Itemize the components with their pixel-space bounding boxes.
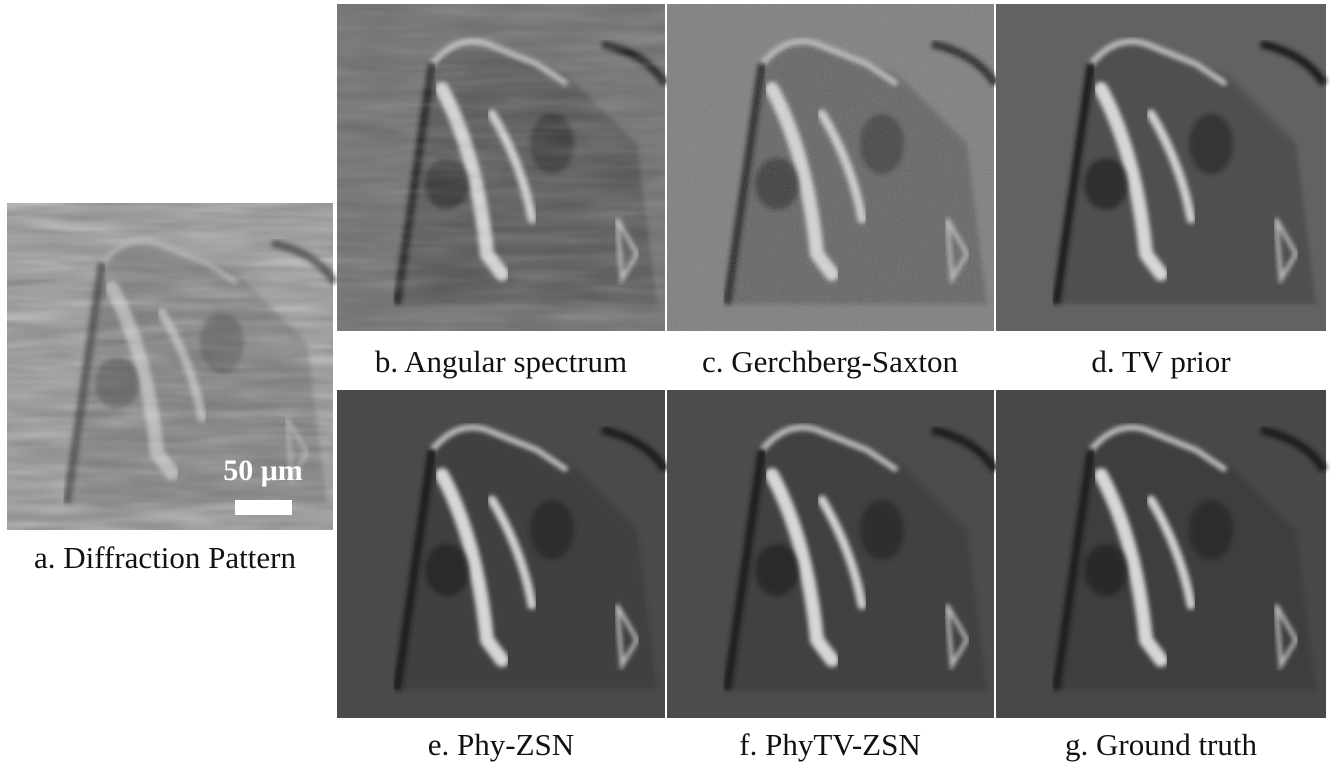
image-a: 50 μm [7, 203, 335, 530]
image-e [337, 390, 665, 718]
scale-bar [235, 500, 292, 515]
caption: e. Phy-ZSN [428, 727, 574, 762]
scale-label: 50 μm [223, 454, 303, 487]
image-c [667, 4, 995, 331]
caption: f. PhyTV-ZSN [739, 727, 920, 762]
image-b [337, 4, 665, 331]
image-d [996, 4, 1326, 331]
figure: 50 μm a. Diffraction Pattern b. Angular … [0, 0, 1332, 771]
image-g [996, 390, 1326, 718]
image-f [667, 390, 995, 718]
caption: c. Gerchberg-Saxton [702, 344, 958, 379]
caption: b. Angular spectrum [375, 344, 627, 379]
caption: d. TV prior [1091, 344, 1231, 379]
caption: a. Diffraction Pattern [34, 540, 296, 575]
caption: g. Ground truth [1065, 727, 1258, 762]
